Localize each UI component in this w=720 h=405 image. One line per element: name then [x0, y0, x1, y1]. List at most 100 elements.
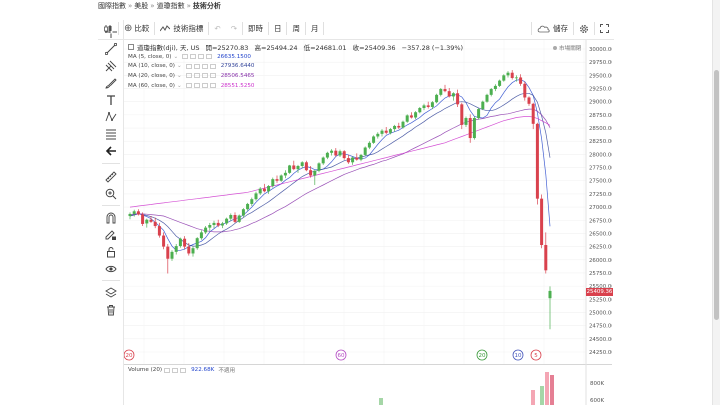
- layers-tool[interactable]: [103, 285, 119, 301]
- candle-body: [519, 77, 523, 84]
- candle: [535, 122, 539, 205]
- ma-settings-toggle[interactable]: [190, 54, 197, 60]
- time-markers: 20 60 20 10 5: [124, 349, 542, 361]
- volume-remove-toggle[interactable]: [180, 367, 187, 373]
- undo-button[interactable]: ↶: [209, 18, 225, 40]
- ma-legend-row[interactable]: MA (10, close, 0) ⌄ 27936.6440: [128, 62, 467, 72]
- low-value: 低=24681.01: [303, 44, 347, 52]
- lock-drawings-tool[interactable]: [103, 244, 119, 260]
- interval-week[interactable]: 周: [292, 24, 300, 33]
- candle-body: [401, 121, 405, 128]
- scrollbar-thumb[interactable]: [714, 70, 719, 320]
- time-marker[interactable]: 20: [124, 349, 135, 361]
- pitchfork-tool[interactable]: [103, 58, 119, 74]
- ma-remove-toggle[interactable]: [209, 83, 216, 89]
- trend-line-tool[interactable]: [103, 41, 119, 57]
- dropdown-caret-icon[interactable]: ⌄: [173, 53, 179, 60]
- volume-pane[interactable]: 800K 600K: [124, 364, 612, 405]
- settings-button[interactable]: [574, 18, 594, 40]
- candle-body: [359, 154, 363, 160]
- price-chart[interactable]: 30000.00 29750.00 29500.00 29250.00 29000.00…: [124, 40, 612, 364]
- candle: [216, 219, 220, 228]
- dropdown-caret-icon[interactable]: ⌄: [177, 72, 182, 79]
- candle: [393, 124, 397, 132]
- time-marker[interactable]: 10: [512, 349, 524, 361]
- candle: [468, 114, 472, 143]
- candle-body: [338, 151, 342, 156]
- candle-body: [435, 94, 439, 103]
- interval-month[interactable]: 月: [310, 24, 319, 33]
- ma-source-toggle[interactable]: [201, 63, 208, 69]
- volume-visibility-toggle[interactable]: [164, 367, 171, 373]
- drawing-mode-tool[interactable]: [103, 227, 119, 243]
- crosshair-tool[interactable]: [103, 24, 119, 40]
- candle-body: [233, 214, 237, 222]
- page-scrollbar[interactable]: [712, 0, 720, 405]
- candle: [170, 250, 174, 261]
- hide-drawings-tool[interactable]: [103, 261, 119, 277]
- ma-remove-toggle[interactable]: [206, 54, 213, 60]
- candle-body: [267, 186, 271, 192]
- candle: [510, 70, 514, 80]
- measure-tool[interactable]: [103, 169, 119, 185]
- candle: [355, 153, 359, 161]
- time-marker-circle: [476, 349, 488, 361]
- save-label: 儲存: [553, 24, 568, 33]
- candle-body: [204, 227, 208, 233]
- ma-visibility-toggle[interactable]: [185, 83, 192, 89]
- ma-legend-row[interactable]: MA (5, close, 0) ⌄ 26635.1500: [128, 52, 467, 62]
- fullscreen-button[interactable]: [595, 18, 614, 40]
- ma-settings-toggle[interactable]: [193, 73, 200, 79]
- interval-day[interactable]: 日: [273, 24, 282, 33]
- fibonacci-tool[interactable]: [103, 126, 119, 142]
- candle: [405, 114, 409, 123]
- dropdown-caret-icon[interactable]: ⌄: [177, 82, 182, 89]
- indicators-button[interactable]: 技術指標: [155, 18, 208, 40]
- open-value: 開=25270.83: [205, 44, 249, 52]
- time-marker[interactable]: 60: [335, 349, 347, 361]
- candle: [220, 221, 224, 229]
- candle: [191, 246, 195, 257]
- text-tool[interactable]: [103, 92, 119, 108]
- candle-body: [271, 179, 275, 187]
- magnet-tool[interactable]: [103, 210, 119, 226]
- pattern-tool[interactable]: [103, 109, 119, 125]
- breadcrumb-item-us-stocks[interactable]: 美股: [134, 2, 149, 10]
- interval-realtime[interactable]: 即時: [247, 24, 263, 33]
- zoom-in-tool[interactable]: [103, 186, 119, 202]
- breadcrumb-item-dow-jones[interactable]: 道瓊指數: [156, 2, 185, 10]
- compare-button[interactable]: ⊕ 比較: [119, 18, 154, 40]
- candle-body: [540, 198, 544, 246]
- dropdown-caret-icon[interactable]: ⌄: [177, 63, 182, 70]
- ma-visibility-toggle[interactable]: [185, 63, 192, 69]
- save-button[interactable]: 儲存: [532, 18, 573, 40]
- ma-source-toggle[interactable]: [198, 54, 205, 60]
- sidebar-divider: [102, 280, 120, 281]
- chart-type-button[interactable]: [98, 18, 118, 40]
- time-marker[interactable]: 20: [476, 349, 488, 361]
- ma-source-toggle[interactable]: [201, 83, 208, 89]
- breadcrumb-item-international[interactable]: 國際指數: [98, 2, 126, 10]
- ma-settings-toggle[interactable]: [193, 83, 200, 89]
- ma-visibility-toggle[interactable]: [185, 73, 192, 79]
- price-axis[interactable]: 30000.00 29750.00 29500.00 29250.00 29000.00…: [589, 47, 612, 356]
- ma-remove-toggle[interactable]: [209, 63, 216, 69]
- time-marker[interactable]: 5: [530, 349, 542, 361]
- ma-legend-row[interactable]: MA (60, close, 0) ⌄ 28551.5250: [128, 81, 467, 91]
- ma-remove-toggle[interactable]: [209, 73, 216, 79]
- volume-settings-toggle[interactable]: [172, 367, 179, 373]
- remove-drawings-tool[interactable]: [103, 302, 119, 318]
- candle-body: [388, 129, 392, 133]
- redo-button[interactable]: ↷: [226, 18, 242, 40]
- candle-body: [514, 77, 518, 79]
- pencil-lock-icon: [105, 230, 116, 240]
- back-arrow-tool[interactable]: [103, 143, 119, 159]
- candle: [204, 226, 208, 234]
- ma-visibility-toggle[interactable]: [182, 54, 189, 60]
- candle-body: [460, 104, 464, 125]
- ma-legend-row[interactable]: MA (20, close, 0) ⌄ 28506.5465: [128, 71, 467, 81]
- brush-tool[interactable]: [103, 75, 119, 91]
- ma-settings-toggle[interactable]: [193, 63, 200, 69]
- collapse-legend-icon[interactable]: [128, 44, 134, 50]
- ma-source-toggle[interactable]: [201, 73, 208, 79]
